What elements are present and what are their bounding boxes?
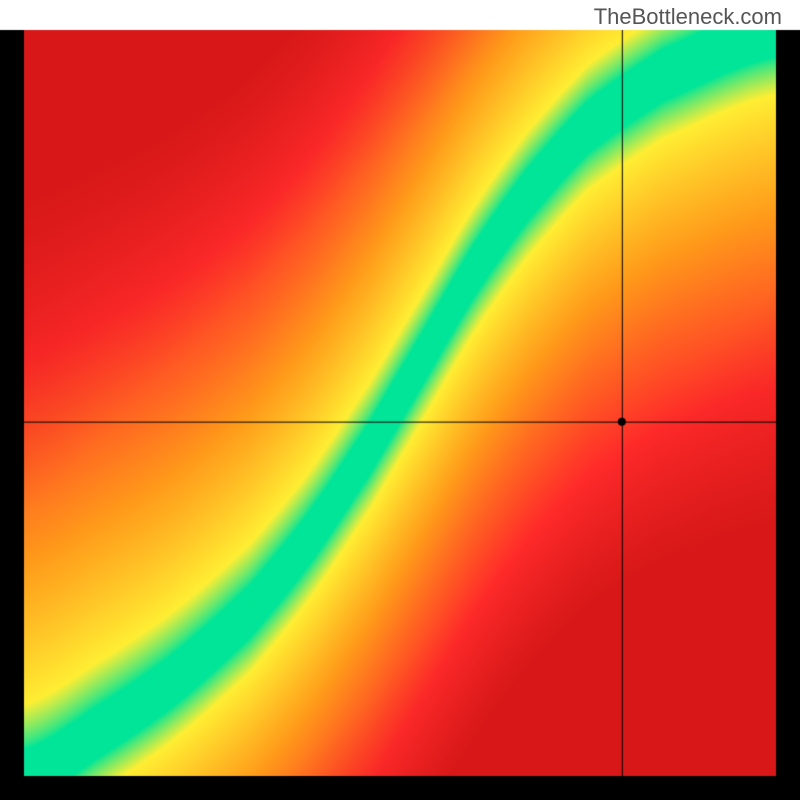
chart-container: TheBottleneck.com: [0, 0, 800, 800]
bottleneck-heatmap-canvas: [0, 0, 800, 800]
attribution-label: TheBottleneck.com: [594, 4, 782, 30]
